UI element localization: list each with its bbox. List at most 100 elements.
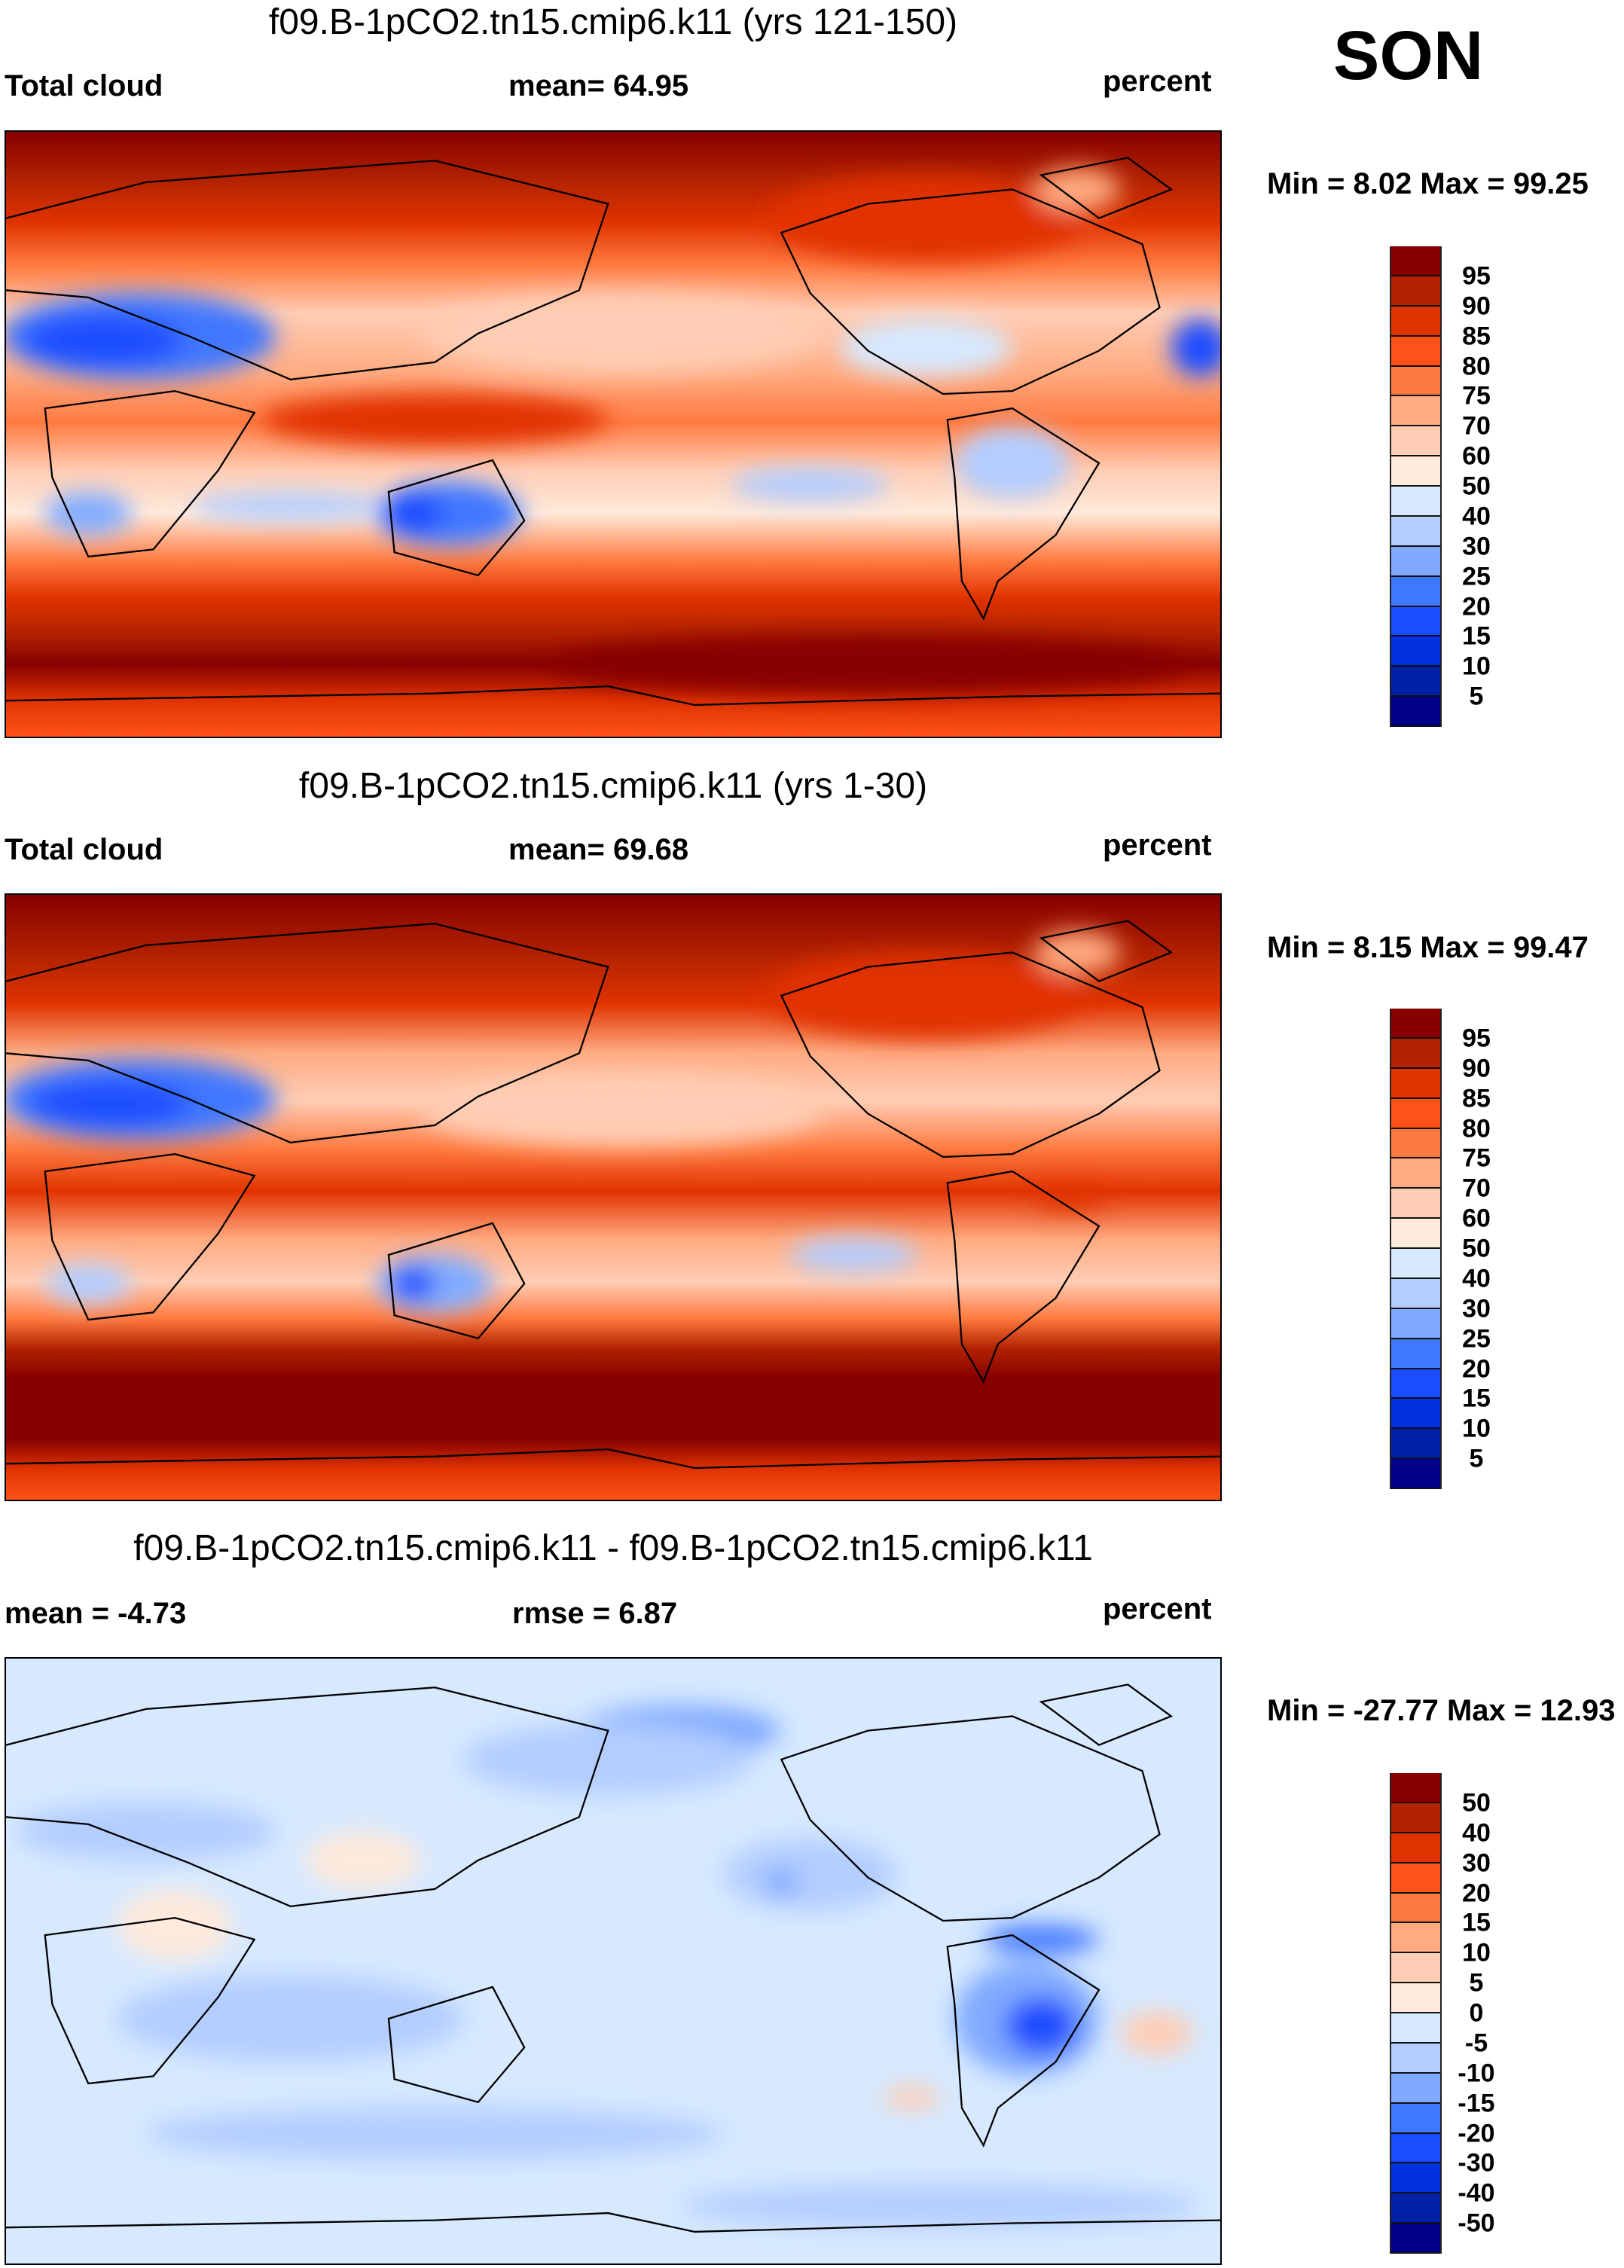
colorbar-tick-label: 95 — [1462, 1024, 1491, 1053]
colorbar-tick-label: 40 — [1462, 1818, 1491, 1848]
panel-3-map — [5, 1657, 1222, 2265]
colorbar-box — [1391, 1189, 1440, 1219]
panel-1-units: percent — [1103, 65, 1212, 98]
colorbar-box — [1391, 1983, 1440, 2013]
colorbar-tick-label: 50 — [1462, 1788, 1491, 1818]
colorbar-tick-label: 70 — [1462, 411, 1491, 441]
panel-1-map — [5, 130, 1222, 738]
colorbar-box — [1391, 306, 1440, 337]
colorbar-box — [1391, 1399, 1440, 1430]
colorbar-box — [1391, 1158, 1440, 1189]
colorbar-box — [1391, 1923, 1440, 1954]
colorbar-box — [1391, 2224, 1440, 2254]
colorbar-box — [1391, 667, 1440, 697]
colorbar-box — [1391, 1833, 1440, 1864]
colorbar-box — [1391, 1128, 1440, 1159]
colorbar-tick-label: 85 — [1462, 322, 1491, 351]
colorbar-tick-label: -40 — [1458, 2178, 1495, 2208]
colorbar-box — [1391, 1893, 1440, 1924]
colorbar-tick-label: -5 — [1464, 2028, 1488, 2058]
colorbar-tick-label: 50 — [1462, 1234, 1491, 1263]
colorbar-tick-label: 80 — [1462, 352, 1491, 380]
colorbar-box — [1391, 697, 1440, 727]
colorbar-tick-label: 20 — [1462, 592, 1491, 621]
panel-2-left-label: Total cloud — [5, 833, 163, 866]
colorbar-box — [1391, 576, 1440, 607]
panel-2-colorbar — [1390, 1009, 1442, 1489]
colorbar-tick-label: 25 — [1462, 1324, 1491, 1354]
colorbar-tick-label: 5 — [1469, 1444, 1484, 1473]
colorbar-tick-label: 50 — [1462, 472, 1491, 501]
colorbar-tick-label: 70 — [1462, 1174, 1491, 1203]
colorbar-tick-label: 10 — [1462, 1938, 1491, 1967]
colorbar-tick-label: -50 — [1458, 2208, 1495, 2238]
colorbar-box — [1391, 1429, 1440, 1460]
colorbar-box — [1391, 1249, 1440, 1279]
panel-3-min-max: Min = -27.77 Max = 12.93 — [1267, 1694, 1616, 1727]
colorbar-box — [1391, 456, 1440, 487]
colorbar-box — [1391, 2193, 1440, 2224]
colorbar-box — [1391, 1802, 1440, 1833]
colorbar-box — [1391, 1098, 1440, 1129]
colorbar-box — [1391, 516, 1440, 547]
colorbar-tick-label: 5 — [1469, 682, 1484, 711]
colorbar-tick-label: -15 — [1458, 2089, 1495, 2118]
panel-2-mean: mean= 69.68 — [508, 833, 689, 866]
panel-1-min-max: Min = 8.02 Max = 99.25 — [1267, 167, 1589, 200]
colorbar-tick-label: 60 — [1462, 441, 1491, 471]
colorbar-tick-label: 20 — [1462, 1354, 1491, 1383]
panel-1-mean: mean= 64.95 — [508, 69, 689, 102]
colorbar-box — [1391, 2163, 1440, 2194]
colorbar-box — [1391, 1219, 1440, 1249]
colorbar-box — [1391, 2073, 1440, 2104]
panel-1-left-label: Total cloud — [5, 69, 163, 102]
colorbar-box — [1391, 1863, 1440, 1894]
colorbar-tick-label: 30 — [1462, 532, 1491, 561]
colorbar-tick-label: 15 — [1462, 621, 1491, 651]
colorbar-tick-label: -10 — [1458, 2059, 1495, 2088]
panel-1-colorbar — [1390, 246, 1442, 727]
panel-3-units: percent — [1103, 1592, 1212, 1625]
colorbar-box — [1391, 1369, 1440, 1400]
colorbar-tick-label: 85 — [1462, 1084, 1491, 1113]
colorbar-tick-label: 10 — [1462, 1414, 1491, 1443]
colorbar-box — [1391, 1953, 1440, 1984]
colorbar-box — [1391, 1773, 1440, 1803]
colorbar-box — [1391, 2133, 1440, 2164]
colorbar-tick-label: -20 — [1458, 2119, 1495, 2147]
panel-2-units: percent — [1103, 829, 1212, 862]
colorbar-tick-label: 10 — [1462, 652, 1491, 681]
panel-2-min-max: Min = 8.15 Max = 99.47 — [1267, 931, 1589, 964]
panel-2-map — [5, 893, 1222, 1501]
panel-1-title: f09.B-1pCO2.tn15.cmip6.k11 (yrs 121-150) — [268, 2, 958, 42]
colorbar-box — [1391, 636, 1440, 667]
colorbar-box — [1391, 1278, 1440, 1309]
colorbar-box — [1391, 2103, 1440, 2134]
colorbar-tick-label: 15 — [1462, 1908, 1491, 1937]
colorbar-box — [1391, 1339, 1440, 1369]
colorbar-tick-label: -30 — [1458, 2148, 1495, 2178]
colorbar-tick-label: 90 — [1462, 1054, 1491, 1083]
colorbar-box — [1391, 546, 1440, 577]
panel-3-colorbar — [1390, 1773, 1442, 2254]
colorbar-tick-label: 60 — [1462, 1204, 1491, 1233]
colorbar-box — [1391, 276, 1440, 307]
colorbar-tick-label: 15 — [1462, 1384, 1491, 1413]
colorbar-tick-label: 0 — [1469, 1998, 1484, 2028]
colorbar-tick-label: 20 — [1462, 1879, 1491, 1907]
colorbar-box — [1391, 1038, 1440, 1069]
panel-3-rmse: rmse = 6.87 — [512, 1597, 678, 1630]
colorbar-tick-label: 40 — [1462, 502, 1491, 531]
colorbar-box — [1391, 2043, 1440, 2074]
colorbar-tick-label: 40 — [1462, 1264, 1491, 1293]
colorbar-box — [1391, 336, 1440, 367]
colorbar-box — [1391, 396, 1440, 427]
colorbar-box — [1391, 487, 1440, 517]
colorbar-tick-label: 30 — [1462, 1848, 1491, 1878]
colorbar-tick-label: 75 — [1462, 381, 1491, 411]
panel-3-mean: mean = -4.73 — [5, 1597, 187, 1630]
colorbar-box — [1391, 2013, 1440, 2044]
colorbar-tick-label: 75 — [1462, 1143, 1491, 1173]
colorbar-tick-label: 30 — [1462, 1294, 1491, 1323]
season-label: SON — [1333, 17, 1484, 94]
